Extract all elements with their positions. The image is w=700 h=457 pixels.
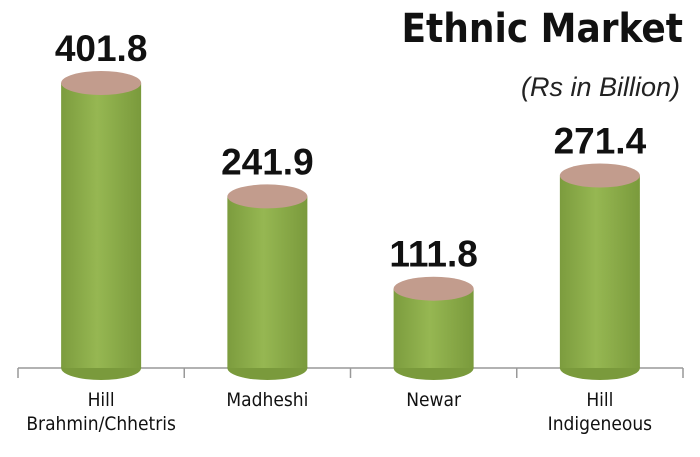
bar xyxy=(393,288,474,368)
bar xyxy=(227,196,308,368)
x-tick-label: Madheshi xyxy=(226,389,308,411)
value-label: 271.4 xyxy=(554,120,647,161)
x-tick-label: Newar xyxy=(406,389,462,411)
x-tick-label: Hill Brahmin/Chhetris xyxy=(26,389,176,435)
value-label: 111.8 xyxy=(389,234,478,275)
bar-top xyxy=(227,184,308,209)
bar-top xyxy=(61,71,142,95)
chart-subtitle: (Rs in Billion) xyxy=(521,72,680,102)
x-tick-label: Hill Indigeneous xyxy=(548,389,653,435)
chart-title: Ethnic Market xyxy=(401,6,683,52)
bar xyxy=(559,175,640,368)
value-label: 401.8 xyxy=(55,28,148,69)
bar-top xyxy=(393,276,474,301)
bar xyxy=(61,83,142,368)
value-label: 241.9 xyxy=(221,141,314,182)
bar-top xyxy=(559,163,640,188)
